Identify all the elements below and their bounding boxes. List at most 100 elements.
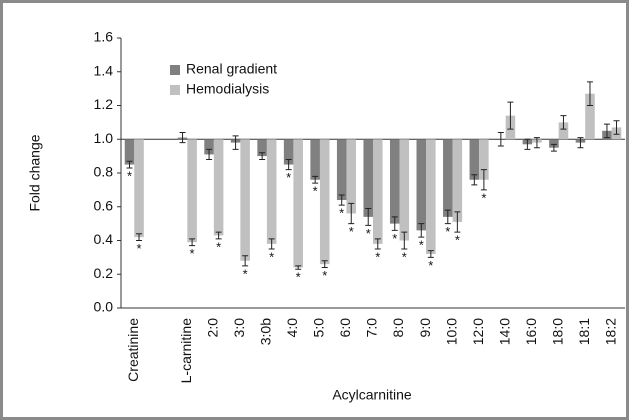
y-tick-label: 0.0 bbox=[94, 299, 114, 315]
bar bbox=[426, 139, 436, 254]
bar bbox=[187, 139, 197, 243]
bar bbox=[389, 139, 400, 224]
x-tick-label: 3:0 bbox=[231, 318, 247, 338]
error-bar bbox=[560, 115, 567, 130]
legend-swatch bbox=[170, 65, 180, 75]
x-tick-label: 18:2 bbox=[602, 318, 618, 345]
bar bbox=[399, 139, 410, 241]
significance-marker: * bbox=[137, 241, 142, 256]
bar bbox=[346, 139, 357, 214]
bar bbox=[293, 139, 303, 268]
error-bar bbox=[179, 132, 186, 144]
error-bar bbox=[471, 174, 478, 186]
error-bar bbox=[206, 148, 213, 160]
error-bar bbox=[454, 211, 461, 233]
y-tick-label: 0.2 bbox=[94, 265, 114, 281]
significance-marker: * bbox=[481, 190, 486, 205]
error-bar bbox=[507, 101, 514, 130]
error-bar bbox=[268, 238, 275, 250]
bar bbox=[416, 139, 427, 231]
significance-marker: * bbox=[349, 224, 354, 239]
bar bbox=[124, 139, 135, 165]
bar bbox=[469, 139, 480, 180]
error-bar bbox=[338, 194, 345, 206]
bar bbox=[558, 122, 569, 140]
bar bbox=[257, 139, 267, 157]
significance-marker: * bbox=[190, 246, 195, 261]
significance-marker: * bbox=[269, 249, 274, 264]
bar bbox=[319, 139, 330, 265]
significance-marker: * bbox=[286, 170, 291, 185]
x-tick-label: 7:0 bbox=[364, 318, 380, 338]
error-bar bbox=[215, 231, 222, 240]
significance-marker: * bbox=[375, 249, 380, 264]
bar bbox=[134, 139, 144, 238]
y-tick-label: 0.4 bbox=[94, 231, 114, 247]
bar bbox=[204, 139, 214, 155]
x-tick-label: 3:0b bbox=[258, 318, 274, 345]
bar bbox=[336, 139, 347, 200]
error-bar bbox=[348, 202, 355, 225]
x-tick-label: 16:0 bbox=[523, 318, 539, 345]
x-tick-label: 8:0 bbox=[390, 318, 406, 338]
error-bar bbox=[295, 265, 302, 270]
bar bbox=[549, 139, 559, 148]
y-tick-label: 1.6 bbox=[94, 29, 114, 45]
significance-marker: * bbox=[243, 266, 248, 281]
x-tick-label: 9:0 bbox=[417, 318, 433, 338]
error-bar bbox=[613, 120, 620, 135]
error-bar bbox=[586, 81, 593, 106]
y-tick-label: 1.0 bbox=[94, 130, 114, 146]
x-tick-label: 18:0 bbox=[549, 318, 565, 345]
error-bar bbox=[321, 260, 328, 268]
y-tick-label: 0.6 bbox=[94, 197, 114, 213]
error-bar bbox=[418, 223, 425, 238]
x-tick-label: Creatinine bbox=[125, 318, 141, 382]
error-bar bbox=[480, 169, 487, 191]
significance-marker: * bbox=[392, 231, 397, 246]
error-bar bbox=[242, 255, 249, 267]
error-bar bbox=[374, 238, 381, 250]
significance-marker: * bbox=[428, 258, 433, 273]
significance-marker: * bbox=[322, 268, 327, 283]
x-tick-label: 10:0 bbox=[443, 318, 459, 345]
x-tick-label: 12:0 bbox=[470, 318, 486, 345]
x-tick-label: 4:0 bbox=[284, 318, 300, 338]
bar bbox=[585, 93, 595, 140]
bar bbox=[283, 139, 294, 165]
x-tick-label: 14:0 bbox=[496, 318, 512, 345]
error-bar bbox=[126, 160, 133, 169]
bar bbox=[443, 139, 453, 217]
x-tick-label: 6:0 bbox=[337, 318, 353, 338]
error-bar bbox=[401, 231, 408, 250]
significance-marker: * bbox=[127, 168, 132, 183]
legend-label: Renal gradient bbox=[186, 61, 277, 77]
error-bar bbox=[497, 132, 504, 147]
significance-marker: * bbox=[296, 270, 301, 285]
y-axis-label: Fold change bbox=[27, 134, 43, 211]
error-bar bbox=[232, 135, 239, 150]
error-bar bbox=[444, 209, 451, 225]
x-tick-label: 2:0 bbox=[205, 318, 221, 338]
error-bar bbox=[427, 250, 434, 258]
significance-marker: * bbox=[445, 224, 450, 239]
significance-marker: * bbox=[419, 238, 424, 253]
legend-swatch bbox=[170, 85, 180, 95]
significance-marker: * bbox=[313, 184, 318, 199]
significance-marker: * bbox=[216, 239, 221, 254]
bar bbox=[240, 139, 250, 261]
x-tick-label: 5:0 bbox=[311, 318, 327, 338]
error-bar bbox=[391, 216, 398, 231]
bar bbox=[479, 139, 489, 180]
error-bar bbox=[577, 137, 584, 149]
error-bar bbox=[259, 152, 266, 160]
error-bar bbox=[533, 137, 540, 149]
bar bbox=[452, 139, 463, 222]
y-tick-label: 1.4 bbox=[94, 62, 114, 78]
bar bbox=[213, 139, 224, 236]
x-tick-label: L-carnitine bbox=[178, 318, 194, 384]
error-bar bbox=[365, 207, 372, 226]
bar bbox=[266, 139, 277, 244]
error-bar bbox=[136, 233, 143, 241]
